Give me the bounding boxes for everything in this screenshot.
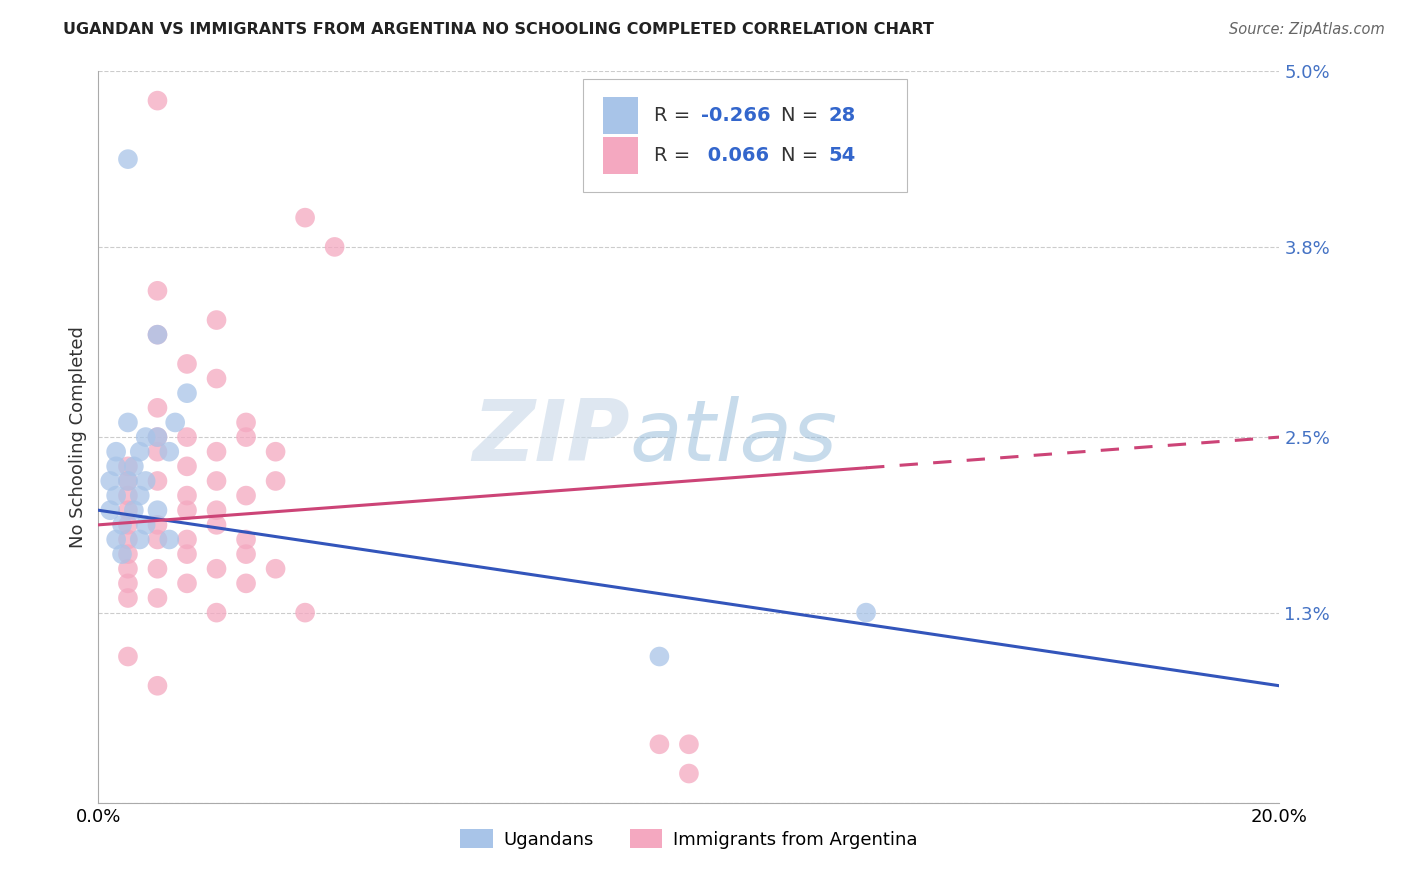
Point xyxy=(117,416,139,430)
Text: 0.066: 0.066 xyxy=(700,146,769,165)
Point xyxy=(294,606,316,620)
Point xyxy=(117,533,139,547)
Point xyxy=(176,533,198,547)
Point xyxy=(205,313,228,327)
Point xyxy=(146,517,169,532)
Point xyxy=(176,459,198,474)
Point xyxy=(128,489,150,503)
Text: 28: 28 xyxy=(828,106,856,125)
Point xyxy=(176,576,198,591)
Point xyxy=(117,152,139,166)
Point xyxy=(157,444,180,458)
Point xyxy=(146,679,169,693)
Point xyxy=(146,474,169,488)
Point xyxy=(323,240,346,254)
Point xyxy=(176,547,198,561)
Bar xyxy=(603,97,638,134)
Legend: Ugandans, Immigrants from Argentina: Ugandans, Immigrants from Argentina xyxy=(453,822,925,856)
Text: R =: R = xyxy=(654,106,696,125)
Point xyxy=(146,327,169,342)
Point xyxy=(205,474,228,488)
Point xyxy=(146,94,169,108)
Point xyxy=(157,533,180,547)
Text: Source: ZipAtlas.com: Source: ZipAtlas.com xyxy=(1229,22,1385,37)
Text: UGANDAN VS IMMIGRANTS FROM ARGENTINA NO SCHOOLING COMPLETED CORRELATION CHART: UGANDAN VS IMMIGRANTS FROM ARGENTINA NO … xyxy=(63,22,934,37)
Point xyxy=(111,547,134,561)
Point xyxy=(135,517,157,532)
Point xyxy=(117,459,139,474)
Point xyxy=(111,517,134,532)
Point xyxy=(98,474,121,488)
Point xyxy=(146,591,169,605)
Point xyxy=(117,474,139,488)
Point xyxy=(105,533,128,547)
Point xyxy=(117,649,139,664)
Point xyxy=(205,371,228,385)
Point xyxy=(117,547,139,561)
Point xyxy=(205,562,228,576)
Point xyxy=(128,533,150,547)
Point xyxy=(264,474,287,488)
Point xyxy=(146,533,169,547)
Point xyxy=(205,503,228,517)
Y-axis label: No Schooling Completed: No Schooling Completed xyxy=(69,326,87,548)
Point xyxy=(146,562,169,576)
Point xyxy=(146,444,169,458)
Point xyxy=(122,459,145,474)
Point xyxy=(105,444,128,458)
Point xyxy=(117,489,139,503)
Point xyxy=(235,489,257,503)
Point xyxy=(135,430,157,444)
Point xyxy=(146,430,169,444)
Point xyxy=(117,474,139,488)
Point xyxy=(117,576,139,591)
Point xyxy=(205,517,228,532)
Point xyxy=(117,517,139,532)
Point xyxy=(205,444,228,458)
Point xyxy=(135,474,157,488)
Point xyxy=(176,489,198,503)
Point xyxy=(235,576,257,591)
Text: 54: 54 xyxy=(828,146,856,165)
Text: N =: N = xyxy=(782,146,824,165)
Point xyxy=(678,737,700,751)
Text: ZIP: ZIP xyxy=(472,395,630,479)
Point xyxy=(146,284,169,298)
Text: atlas: atlas xyxy=(630,395,838,479)
Point xyxy=(855,606,877,620)
Point xyxy=(117,591,139,605)
Point xyxy=(176,357,198,371)
Point xyxy=(176,503,198,517)
Point xyxy=(176,386,198,401)
Bar xyxy=(603,137,638,174)
Point xyxy=(678,766,700,780)
Point xyxy=(122,503,145,517)
Point xyxy=(235,547,257,561)
Point xyxy=(146,503,169,517)
Point xyxy=(294,211,316,225)
Point xyxy=(146,430,169,444)
Point xyxy=(205,606,228,620)
Point xyxy=(105,459,128,474)
Point xyxy=(264,444,287,458)
Point xyxy=(128,444,150,458)
Text: R =: R = xyxy=(654,146,696,165)
Point xyxy=(648,649,671,664)
Point xyxy=(117,503,139,517)
Point xyxy=(165,416,187,430)
Point xyxy=(235,416,257,430)
Point xyxy=(146,401,169,415)
Point xyxy=(117,562,139,576)
Point xyxy=(176,430,198,444)
Point xyxy=(146,327,169,342)
Point xyxy=(98,503,121,517)
Text: -0.266: -0.266 xyxy=(700,106,770,125)
Point xyxy=(105,489,128,503)
Text: N =: N = xyxy=(782,106,824,125)
Point xyxy=(235,430,257,444)
FancyBboxPatch shape xyxy=(582,78,907,192)
Point xyxy=(235,533,257,547)
Point xyxy=(648,737,671,751)
Point xyxy=(264,562,287,576)
